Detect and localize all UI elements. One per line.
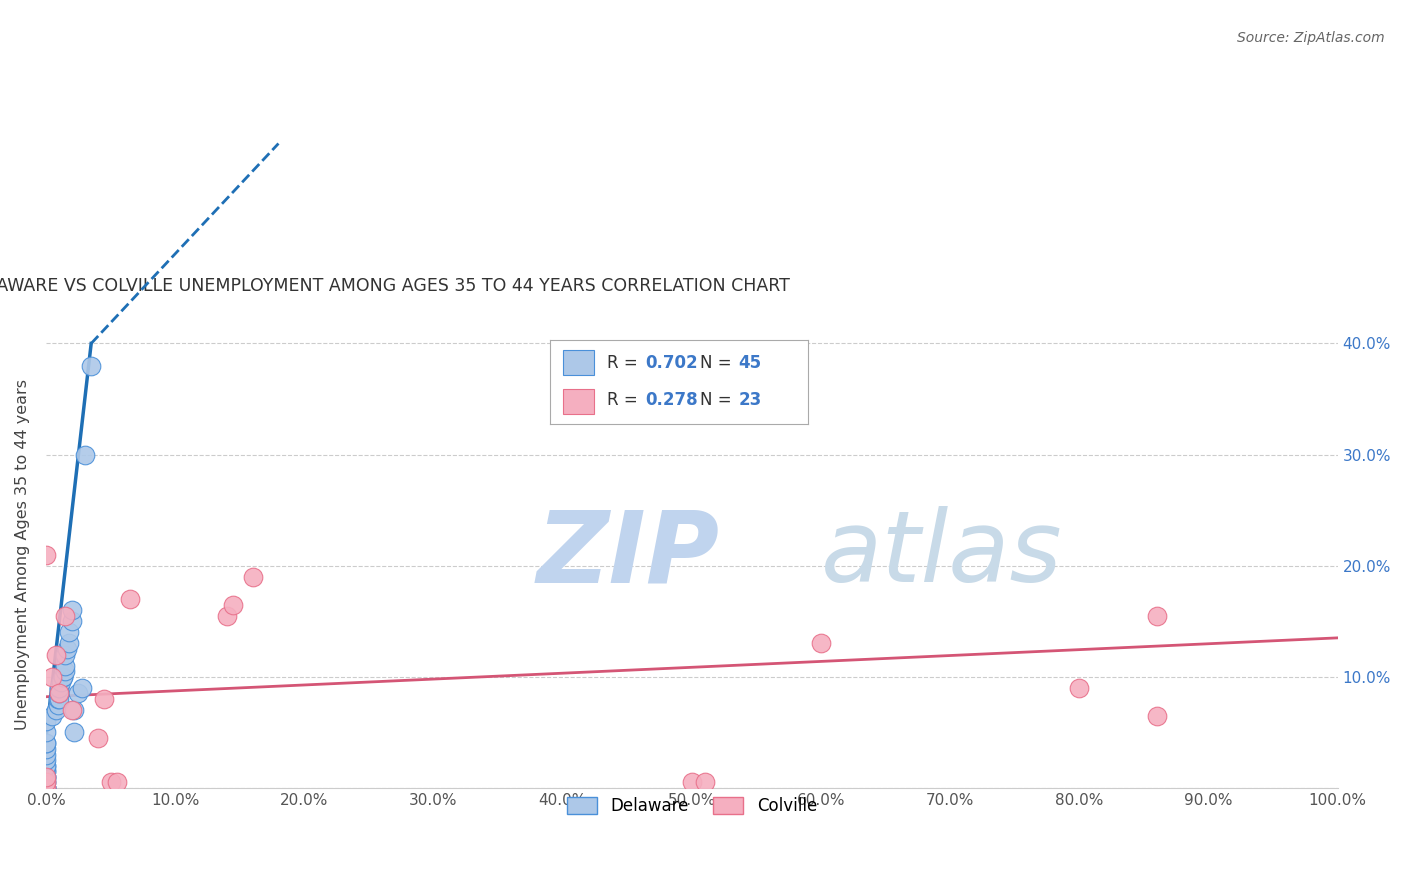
Point [35, 780, 58, 795]
Point [45, 703, 67, 717]
Point [53, 608, 76, 623]
Point [105, 775, 128, 789]
Point [35, 775, 58, 789]
Point [35, 747, 58, 762]
Point [35, 548, 58, 562]
Point [93, 692, 115, 706]
Point [58, 625, 80, 640]
Point [35, 775, 58, 789]
Point [35, 770, 58, 784]
Point [67, 686, 90, 700]
Point [60, 703, 83, 717]
Point [48, 681, 70, 695]
Point [222, 598, 245, 612]
Point [53, 658, 76, 673]
Point [63, 725, 86, 739]
Text: DELAWARE VS COLVILLE UNEMPLOYMENT AMONG AGES 35 TO 44 YEARS CORRELATION CHART: DELAWARE VS COLVILLE UNEMPLOYMENT AMONG … [0, 277, 790, 295]
Point [35, 725, 58, 739]
Point [46, 698, 69, 712]
Point [35, 770, 58, 784]
Legend: Delaware, Colville: Delaware, Colville [560, 790, 824, 822]
Point [35, 764, 58, 779]
Point [53, 648, 76, 662]
Point [73, 448, 96, 462]
Point [35, 742, 58, 756]
Point [35, 714, 58, 729]
Point [48, 681, 70, 695]
Point [100, 775, 122, 789]
Point [48, 686, 70, 700]
Y-axis label: Unemployment Among Ages 35 to 44 years: Unemployment Among Ages 35 to 44 years [15, 379, 30, 730]
Point [35, 736, 58, 750]
Point [35, 758, 58, 772]
Point [35, 780, 58, 795]
Point [35, 758, 58, 772]
Point [35, 780, 58, 795]
Point [1146, 608, 1168, 623]
Point [70, 681, 93, 695]
Point [46, 692, 69, 706]
Point [810, 636, 832, 650]
Point [35, 770, 58, 784]
Point [53, 664, 76, 678]
Point [60, 603, 83, 617]
Point [35, 736, 58, 750]
Point [1069, 681, 1091, 695]
Point [1146, 708, 1168, 723]
Point [60, 614, 83, 628]
Point [55, 642, 77, 657]
Point [41, 708, 63, 723]
Point [35, 770, 58, 784]
Point [215, 608, 238, 623]
Point [693, 775, 716, 789]
Point [35, 775, 58, 789]
Point [52, 670, 75, 684]
Point [48, 686, 70, 700]
Point [35, 780, 58, 795]
Point [45, 648, 67, 662]
Point [58, 636, 80, 650]
Point [41, 670, 63, 684]
Point [242, 570, 264, 584]
Point [52, 670, 75, 684]
Point [63, 703, 86, 717]
Point [681, 775, 703, 789]
Point [48, 692, 70, 706]
Point [51, 675, 73, 690]
Point [35, 753, 58, 767]
Point [86, 731, 108, 745]
Point [35, 780, 58, 795]
Text: ZIP: ZIP [537, 506, 720, 603]
Point [80, 359, 103, 373]
Point [35, 764, 58, 779]
Point [118, 592, 141, 607]
Text: Source: ZipAtlas.com: Source: ZipAtlas.com [1237, 31, 1385, 45]
Text: atlas: atlas [821, 506, 1063, 603]
